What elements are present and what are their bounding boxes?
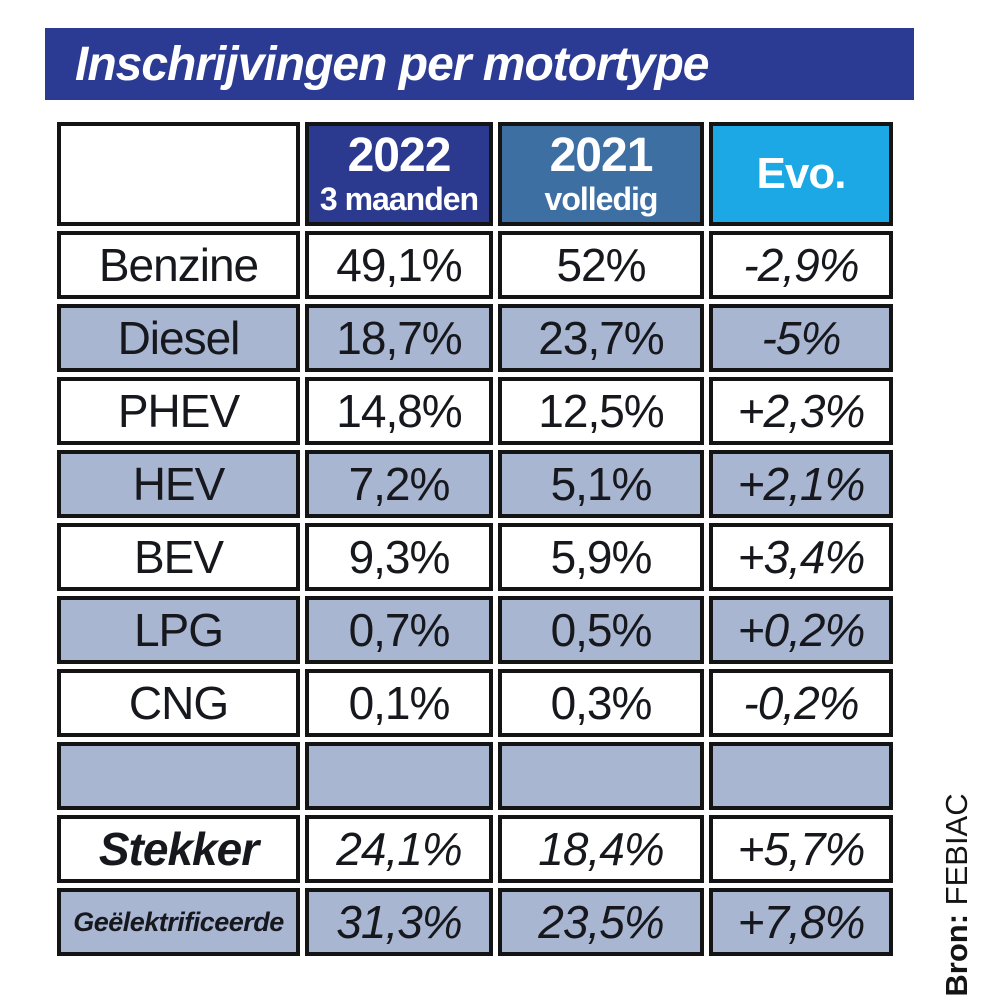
table-row-phev: PHEV 14,8% 12,5% +2,3% (57, 377, 893, 445)
cell-2021: 18,4% (498, 815, 704, 883)
cell-2021: 23,7% (498, 304, 704, 372)
header-2022: 2022 3 maanden (305, 122, 493, 226)
header-2021-year: 2021 (549, 129, 654, 183)
header-2022-year: 2022 (347, 129, 452, 183)
cell-evo: -2,9% (709, 231, 893, 299)
source-credit: Bron: FEBIAC (939, 783, 975, 1004)
cell-2022: 24,1% (305, 815, 493, 883)
row-label: BEV (57, 523, 300, 591)
row-label: Geëlektrificeerde (57, 888, 300, 956)
cell-evo: +2,1% (709, 450, 893, 518)
header-blank-cell (57, 122, 300, 226)
cell-2021 (498, 742, 704, 810)
cell-2022: 9,3% (305, 523, 493, 591)
header-2022-period: 3 maanden (319, 180, 479, 217)
cell-2021: 52% (498, 231, 704, 299)
row-label: CNG (57, 669, 300, 737)
row-label: Stekker (57, 815, 300, 883)
table-row-cng: CNG 0,1% 0,3% -0,2% (57, 669, 893, 737)
cell-2021: 5,9% (498, 523, 704, 591)
source-name: FEBIAC (939, 793, 974, 906)
cell-evo: -5% (709, 304, 893, 372)
row-label: PHEV (57, 377, 300, 445)
table-row-bev: BEV 9,3% 5,9% +3,4% (57, 523, 893, 591)
header-2021: 2021 volledig (498, 122, 704, 226)
row-label: HEV (57, 450, 300, 518)
cell-evo (709, 742, 893, 810)
cell-evo: +3,4% (709, 523, 893, 591)
table-row-hev: HEV 7,2% 5,1% +2,1% (57, 450, 893, 518)
table-row-geelektrificeerde: Geëlektrificeerde 31,3% 23,5% +7,8% (57, 888, 893, 956)
cell-evo: -0,2% (709, 669, 893, 737)
row-label: Diesel (57, 304, 300, 372)
table-row-diesel: Diesel 18,7% 23,7% -5% (57, 304, 893, 372)
cell-2022: 0,7% (305, 596, 493, 664)
cell-2022 (305, 742, 493, 810)
cell-2022: 7,2% (305, 450, 493, 518)
table-row-stekker: Stekker 24,1% 18,4% +5,7% (57, 815, 893, 883)
cell-evo: +0,2% (709, 596, 893, 664)
header-evo: Evo. (709, 122, 893, 226)
cell-2022: 49,1% (305, 231, 493, 299)
cell-2021: 0,5% (498, 596, 704, 664)
source-label: Bron: (939, 913, 974, 997)
table-row-benzine: Benzine 49,1% 52% -2,9% (57, 231, 893, 299)
cell-2022: 0,1% (305, 669, 493, 737)
row-label: LPG (57, 596, 300, 664)
cell-evo: +2,3% (709, 377, 893, 445)
title-bar: Inschrijvingen per motortype (45, 28, 914, 100)
page-title: Inschrijvingen per motortype (75, 37, 709, 91)
table-row-lpg: LPG 0,7% 0,5% +0,2% (57, 596, 893, 664)
header-2021-period: volledig (544, 180, 659, 217)
row-label (57, 742, 300, 810)
cell-2021: 12,5% (498, 377, 704, 445)
motortype-table: 2022 3 maanden 2021 volledig Evo. Benzin… (52, 117, 898, 961)
cell-evo: +7,8% (709, 888, 893, 956)
table-row-spacer (57, 742, 893, 810)
cell-2021: 0,3% (498, 669, 704, 737)
cell-2022: 31,3% (305, 888, 493, 956)
cell-2022: 14,8% (305, 377, 493, 445)
cell-2021: 23,5% (498, 888, 704, 956)
cell-2022: 18,7% (305, 304, 493, 372)
cell-evo: +5,7% (709, 815, 893, 883)
row-label: Benzine (57, 231, 300, 299)
cell-2021: 5,1% (498, 450, 704, 518)
table-header-row: 2022 3 maanden 2021 volledig Evo. (57, 122, 893, 226)
header-evo-label: Evo. (756, 149, 847, 198)
